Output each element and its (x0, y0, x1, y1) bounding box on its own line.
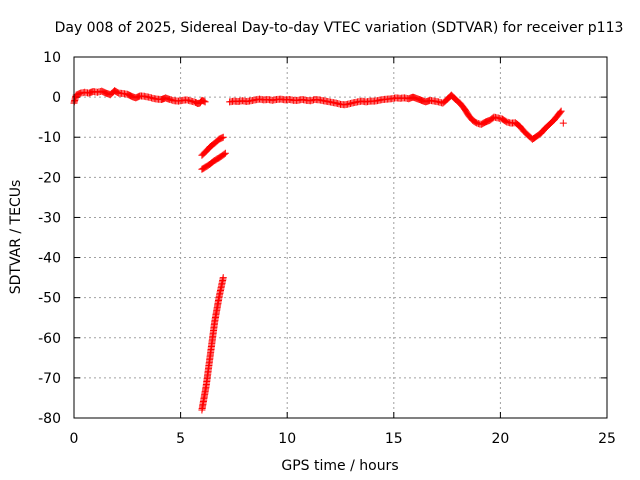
x-tick-label: 15 (385, 431, 403, 447)
y-tick-label: -70 (38, 371, 61, 387)
axis-ticks: 10 0 -10 -20 -30 -40 -50 -60 -70 -80 0 5 10 15 20 25 (38, 50, 616, 447)
data-point (556, 108, 564, 116)
x-tick-label: 25 (598, 431, 616, 447)
data-point (200, 97, 208, 105)
y-tick-label: -20 (38, 170, 61, 186)
grid-lines (74, 57, 607, 418)
data-point (221, 149, 229, 157)
data-point (219, 274, 227, 282)
y-tick-label: -50 (38, 291, 61, 307)
data-point (220, 150, 228, 158)
data-point (219, 133, 227, 141)
y-tick-label: -40 (38, 251, 61, 267)
y-tick-label: 0 (52, 90, 61, 106)
y-tick-label: 10 (43, 50, 61, 66)
y-tick-label: -80 (38, 411, 61, 427)
plot-frame (73, 56, 608, 419)
x-tick-label: 0 (70, 431, 79, 447)
x-tick-label: 10 (278, 431, 296, 447)
x-tick-label: 5 (176, 431, 185, 447)
data-point (218, 134, 226, 142)
x-axis-label: GPS time / hours (281, 458, 398, 474)
x-tick-label: 20 (491, 431, 509, 447)
data-point-outlier (559, 119, 567, 127)
data-point (201, 98, 209, 106)
chart-title: Day 008 of 2025, Sidereal Day-to-day VTE… (55, 20, 624, 36)
y-axis-label: SDTVAR / TECUs (8, 180, 24, 295)
y-tick-label: -10 (38, 130, 61, 146)
y-tick-label: -60 (38, 331, 61, 347)
data-markers (70, 87, 567, 414)
data-point (557, 107, 565, 115)
y-tick-label: -30 (38, 210, 61, 226)
